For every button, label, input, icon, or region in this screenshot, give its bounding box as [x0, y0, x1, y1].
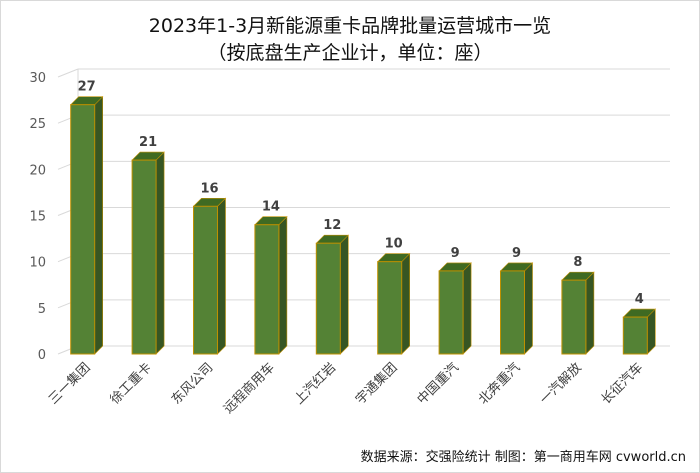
bar-side: [401, 252, 411, 355]
y-tick-label: 5: [38, 302, 46, 317]
bar: [193, 205, 218, 355]
x-tick-label: 长征汽车: [598, 360, 646, 408]
data-label: 21: [139, 135, 157, 150]
bar-side: [94, 95, 103, 355]
x-tick-label: 上汽红岩: [291, 360, 339, 408]
y-tick-label: 30: [29, 71, 46, 86]
data-label: 27: [78, 80, 96, 95]
bar-side: [339, 234, 349, 355]
y-tick-label: 20: [29, 163, 46, 178]
y-tick-label: 25: [29, 117, 46, 132]
bar-side: [462, 262, 472, 355]
x-tick-label: 宇通集团: [352, 360, 400, 408]
bar: [500, 270, 525, 355]
data-label: 9: [512, 246, 521, 261]
bar: [561, 279, 587, 355]
chart-title: 2023年1-3月新能源重卡品牌批量运营城市一览: [148, 15, 552, 37]
bar: [254, 224, 280, 355]
data-source-note: 数据来源：交强险统计 制图：第一商用车网 cvworld.cn: [360, 450, 686, 465]
bar: [131, 159, 157, 355]
x-tick-label: 中国重汽: [414, 360, 462, 408]
bar-side: [585, 271, 595, 355]
data-label: 9: [451, 246, 460, 261]
data-label: 4: [635, 292, 644, 307]
x-tick-label: 徐工重卡: [107, 360, 155, 408]
bar: [315, 242, 341, 355]
x-tick-label: 东风公司: [169, 360, 216, 407]
x-tick-label: 一汽解放: [537, 360, 584, 407]
bar-side: [524, 262, 533, 355]
gridline-diagonal: [57, 68, 79, 78]
data-label: 16: [200, 181, 218, 196]
y-tick-label: 15: [29, 210, 46, 225]
data-label: 12: [323, 218, 341, 233]
chart-subtitle: （按底盘生产企业计，单位：座）: [207, 42, 493, 64]
bar: [70, 104, 96, 355]
bar: [622, 316, 648, 355]
data-label: 8: [573, 255, 582, 270]
bar-side: [155, 151, 165, 355]
data-label: 10: [385, 237, 403, 252]
y-tick-label: 0: [38, 348, 46, 363]
y-tick-label: 10: [29, 256, 46, 271]
bar: [377, 261, 403, 355]
x-tick-label: 三一集团: [45, 360, 93, 408]
x-tick-label: 北奔重汽: [475, 360, 523, 408]
x-tick-label: 远程商用车: [220, 360, 277, 417]
bar-side: [217, 197, 226, 355]
bar: [438, 270, 464, 355]
bar-side: [278, 216, 288, 355]
data-label: 14: [262, 200, 280, 215]
